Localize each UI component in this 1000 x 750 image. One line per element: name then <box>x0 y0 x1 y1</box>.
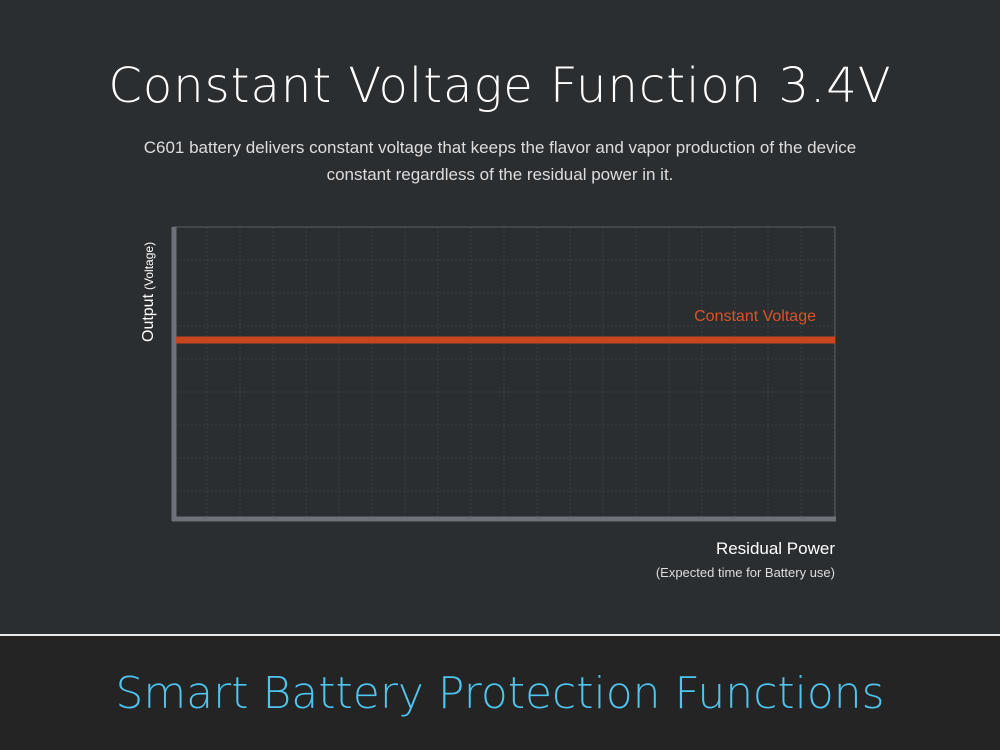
footer-title: Smart Battery Protection Functions <box>115 668 885 719</box>
description-line: C601 battery delivers constant voltage t… <box>143 138 857 157</box>
x-axis-label: Residual Power <box>716 539 835 558</box>
y-axis-label-main: Output <box>140 293 157 342</box>
description-line: constant regardless of the residual powe… <box>326 165 674 184</box>
x-axis-sublabel: (Expected time for Battery use) <box>656 565 835 580</box>
footer: Smart Battery Protection Functions <box>0 634 1000 750</box>
title: Constant Voltage Function 3.4V <box>108 58 892 114</box>
diagram: Constant Voltage Output (Voltage) Residua… <box>140 226 836 580</box>
grid <box>175 227 835 518</box>
y-axis-sublabel: (Voltage) <box>142 242 156 290</box>
y-axis-label: Output (Voltage) <box>140 242 157 342</box>
line-label: Constant Voltage <box>694 308 816 325</box>
